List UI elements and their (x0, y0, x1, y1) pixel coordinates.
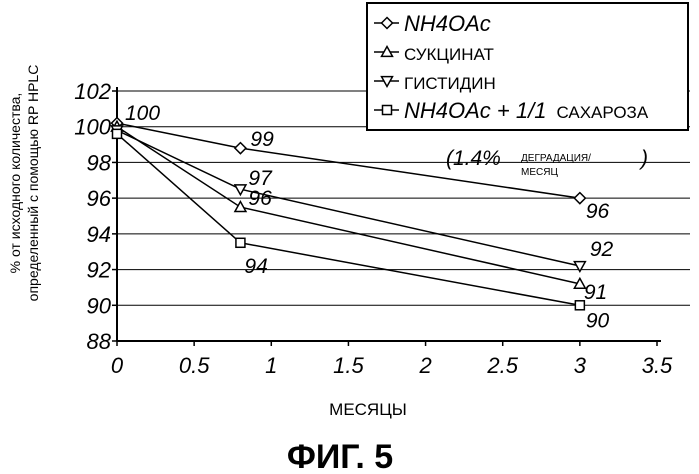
data-point (574, 193, 585, 204)
x-tick-label: 2 (418, 353, 431, 378)
annotation-value: (1.4% (446, 147, 501, 170)
y-axis-label-line-1: % от исходного количества, (7, 93, 23, 274)
data-point (236, 238, 245, 247)
x-tick-label: 1 (265, 353, 277, 378)
legend-label: NH4OAc + 1/1 (404, 98, 546, 123)
series-line (117, 127, 580, 284)
y-tick-label: 88 (87, 329, 112, 354)
series-line (117, 134, 580, 305)
x-axis-label: МЕСЯЦЫ (329, 400, 407, 419)
data-label: 96 (586, 200, 610, 223)
y-axis-label: % от исходного количества, определенный … (7, 65, 41, 302)
x-tick-labels: 0 0.5 1 1.5 2 2.5 3 3.5 (111, 353, 673, 378)
legend-label: NH4OAc (404, 11, 491, 36)
x-tick-label: 1.5 (333, 353, 364, 378)
legend-label: САХАРОЗА (556, 103, 648, 122)
y-tick-label: 90 (87, 293, 112, 318)
data-label: 97 (248, 167, 273, 190)
legend-label: СУКЦИНАТ (404, 45, 494, 64)
legend-label: ГИСТИДИН (404, 74, 496, 93)
x-tick-label: 0 (111, 353, 124, 378)
data-label: 92 (590, 238, 614, 261)
data-label: 91 (584, 281, 607, 304)
data-label: 99 (250, 128, 274, 151)
series-lines (112, 118, 586, 310)
data-label: 100 (125, 102, 160, 125)
data-label: 96 (248, 187, 272, 210)
annotation-line-2: МЕСЯЦ (521, 167, 558, 178)
data-label: 94 (244, 255, 267, 278)
y-tick-label: 96 (87, 186, 112, 211)
annotation-line-1: ДЕГРАДАЦИЯ/ (521, 153, 591, 164)
data-label: 90 (586, 309, 610, 332)
data-point (113, 129, 122, 138)
y-tick-label: 100 (74, 115, 111, 140)
figure-caption: ФИГ. 5 (287, 438, 393, 474)
legend-marker (383, 106, 392, 115)
x-tick-label: 0.5 (179, 353, 210, 378)
y-tick-labels: 88 90 92 94 96 98 100 102 (74, 79, 111, 354)
y-tick-label: 92 (87, 258, 111, 283)
x-tick-label: 3 (574, 353, 587, 378)
data-point (235, 202, 246, 212)
y-tick-label: 102 (74, 79, 111, 104)
legend: NH4OAc СУКЦИНАТ ГИСТИДИН NH4OAc + 1/1 САХАРО… (367, 3, 688, 130)
data-point (235, 143, 246, 154)
x-tick-label: 3.5 (642, 353, 673, 378)
series-line (117, 123, 580, 198)
y-tick-label: 94 (87, 222, 111, 247)
y-axis-label-line-2: определенный с помощью RP HPLC (25, 65, 41, 302)
x-tick-label: 2.5 (486, 353, 518, 378)
annotation-close: ) (638, 147, 648, 170)
y-tick-label: 98 (87, 150, 112, 175)
